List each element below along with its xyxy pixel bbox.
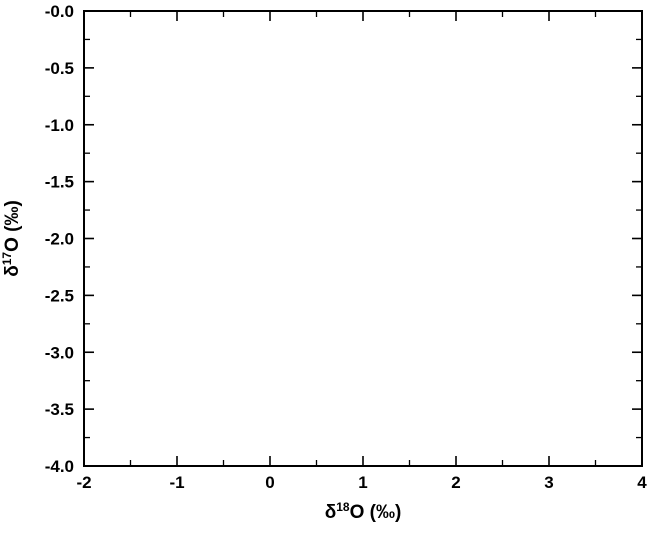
svg-text:0: 0 [265,473,274,492]
svg-text:2: 2 [451,473,460,492]
svg-text:-0.0: -0.0 [45,2,74,21]
svg-text:4: 4 [637,473,647,492]
svg-text:-3.0: -3.0 [45,343,74,362]
svg-text:-0.5: -0.5 [45,59,74,78]
svg-text:-1: -1 [169,473,184,492]
svg-text:δ17O (‰): δ17O (‰) [0,200,23,277]
svg-text:3: 3 [544,473,553,492]
svg-text:1: 1 [358,473,367,492]
svg-text:-1.5: -1.5 [45,173,74,192]
svg-text:-2.0: -2.0 [45,230,74,249]
svg-text:-1.0: -1.0 [45,116,74,135]
svg-text:-2.5: -2.5 [45,286,74,305]
svg-text:δ18O (‰): δ18O (‰) [325,500,402,523]
svg-text:-2: -2 [76,473,91,492]
svg-text:-3.5: -3.5 [45,400,74,419]
svg-text:-4.0: -4.0 [45,457,74,476]
